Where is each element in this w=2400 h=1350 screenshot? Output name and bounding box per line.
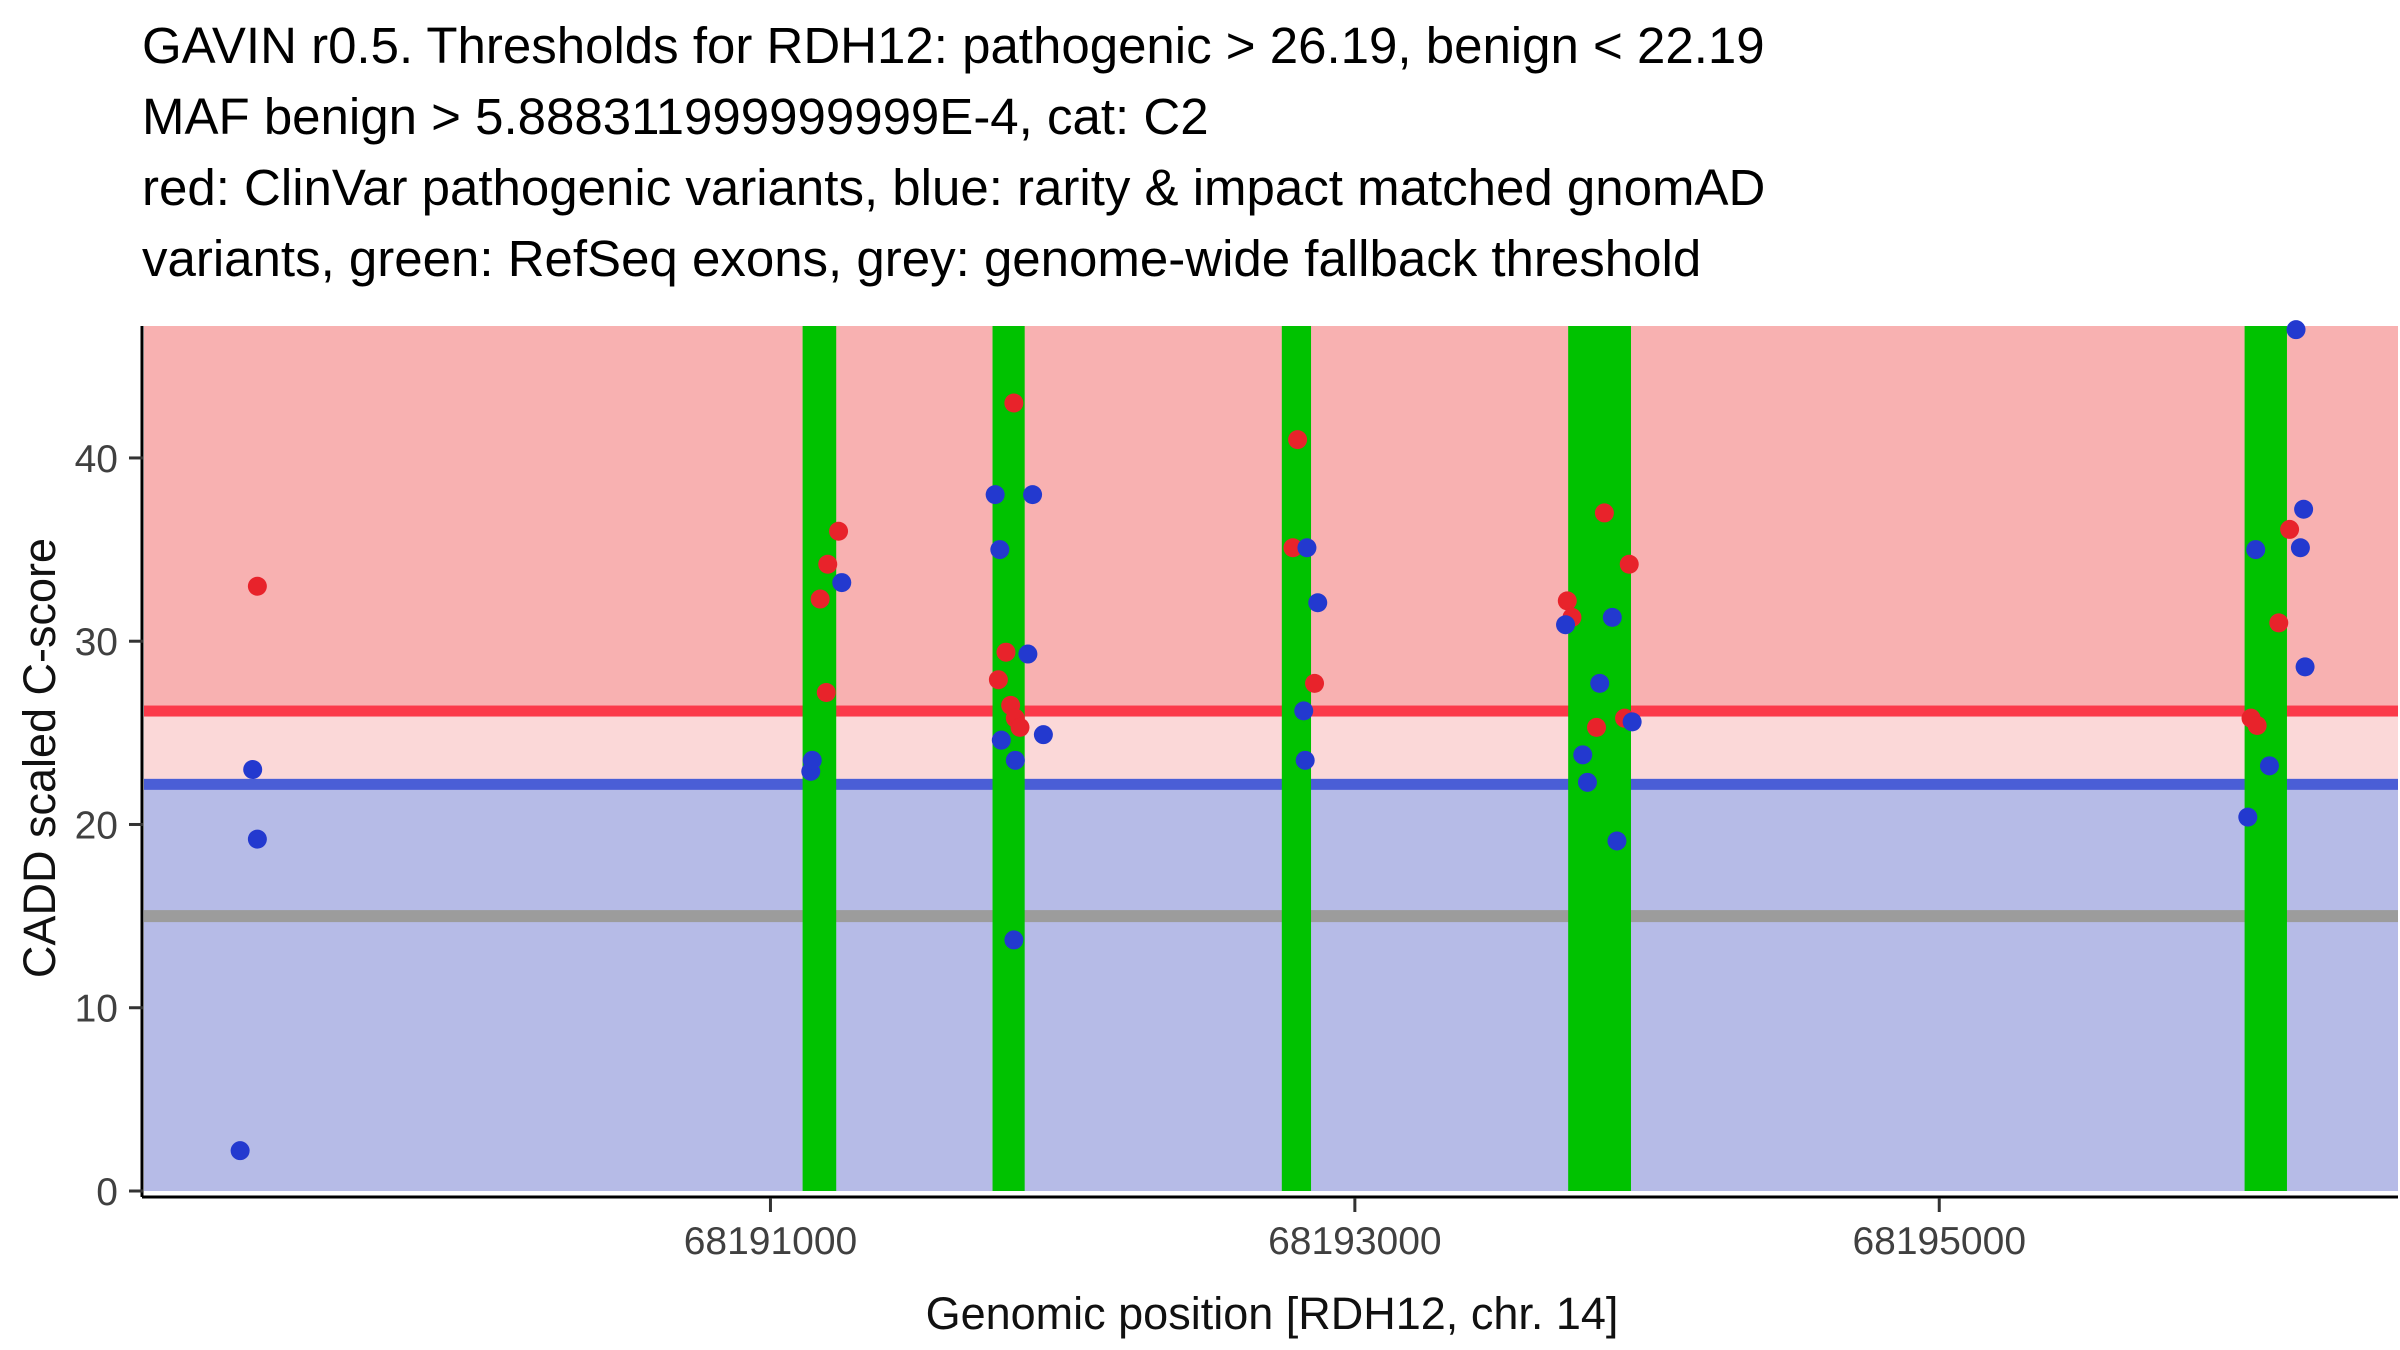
y-tick-label: 40 (75, 438, 118, 481)
gnomad-variant-point (2259, 756, 2279, 776)
title-line-2: MAF benign > 5.888311999999999E-4, cat: … (142, 88, 1209, 145)
gnomad-variant-point (1602, 607, 1622, 627)
gnomad-variant-point (1005, 750, 1025, 770)
clinvar-variant-point (1619, 554, 1639, 574)
gnomad-variant-point (2290, 538, 2310, 558)
gnomad-variant-point (2238, 807, 2258, 827)
gnomad-variant-point (2294, 499, 2314, 519)
title-line-4: variants, green: RefSeq exons, grey: gen… (142, 230, 1702, 287)
clinvar-variant-point (1594, 503, 1614, 523)
pathogenic-threshold-line (144, 705, 2398, 717)
clinvar-variant-point (1305, 673, 1325, 693)
gnomad-variant-point (990, 540, 1010, 560)
clinvar-variant-point (996, 642, 1016, 662)
clinvar-variant-point (2247, 716, 2267, 736)
gnomad-variant-point (2286, 320, 2306, 340)
y-tick-label: 20 (75, 804, 118, 847)
y-axis-label: CADD scaled C-score (14, 537, 65, 979)
y-tick-label: 30 (75, 621, 118, 664)
gnomad-variant-point (802, 750, 822, 770)
x-axis-label: Genomic position [RDH12, chr. 14] (925, 1288, 1619, 1339)
benign-region-band (144, 784, 2398, 1191)
gnomad-variant-point (832, 573, 852, 593)
gnomad-variant-point (1033, 725, 1053, 745)
gnomad-variant-point (1308, 593, 1328, 613)
x-tick-label: 68191000 (684, 1220, 858, 1263)
x-tick-label: 68195000 (1852, 1220, 2026, 1263)
clinvar-variant-point (988, 670, 1008, 690)
clinvar-variant-point (2269, 613, 2289, 633)
clinvar-variant-point (810, 589, 830, 609)
clinvar-variant-point (829, 521, 849, 541)
gnomad-variant-point (1004, 930, 1024, 950)
benign-threshold-line (144, 778, 2398, 790)
clinvar-variant-point (818, 554, 838, 574)
gnomad-variant-point (247, 829, 267, 849)
gnomad-variant-point (1622, 712, 1642, 732)
gnomad-variant-point (1573, 745, 1593, 765)
title-line-1: GAVIN r0.5. Thresholds for RDH12: pathog… (142, 17, 1765, 74)
y-tick-label: 0 (96, 1171, 118, 1214)
title-line-3: red: ClinVar pathogenic variants, blue: … (142, 159, 1766, 216)
pathogenic-region-band (144, 326, 2398, 712)
clinvar-variant-point (1010, 717, 1030, 737)
gnomad-variant-point (1297, 538, 1317, 558)
gnomad-variant-point (1577, 772, 1597, 792)
gnomad-variant-point (1590, 673, 1610, 693)
gnomad-variant-point (1294, 701, 1314, 721)
clinvar-variant-point (816, 683, 836, 703)
x-tick-label: 68193000 (1268, 1220, 1442, 1263)
chart-title: GAVIN r0.5. Thresholds for RDH12: pathog… (142, 10, 1765, 294)
clinvar-variant-point (1557, 591, 1577, 611)
clinvar-variant-point (2280, 519, 2300, 539)
clinvar-variant-point (1587, 717, 1607, 737)
fallback-threshold-line (144, 910, 2398, 923)
clinvar-variant-point (1283, 538, 1303, 558)
gnomad-variant-point (2246, 540, 2266, 560)
gnomad-variant-point (230, 1141, 250, 1161)
gnomad-variant-point (1295, 750, 1315, 770)
gnomad-variant-point (1018, 644, 1038, 664)
gnomad-variant-point (1607, 831, 1627, 851)
gnomad-variant-point (1556, 615, 1576, 635)
gnomad-variant-point (991, 730, 1011, 750)
gnomad-variant-point (985, 485, 1005, 505)
gnomad-variant-point (1023, 485, 1043, 505)
gnomad-variant-point (243, 759, 263, 779)
clinvar-variant-point (1288, 430, 1308, 450)
y-tick-label: 10 (75, 988, 118, 1031)
gnomad-variant-point (2295, 657, 2315, 677)
clinvar-variant-point (247, 576, 267, 596)
clinvar-variant-point (1004, 393, 1024, 413)
intermediate-region-band (144, 711, 2398, 785)
